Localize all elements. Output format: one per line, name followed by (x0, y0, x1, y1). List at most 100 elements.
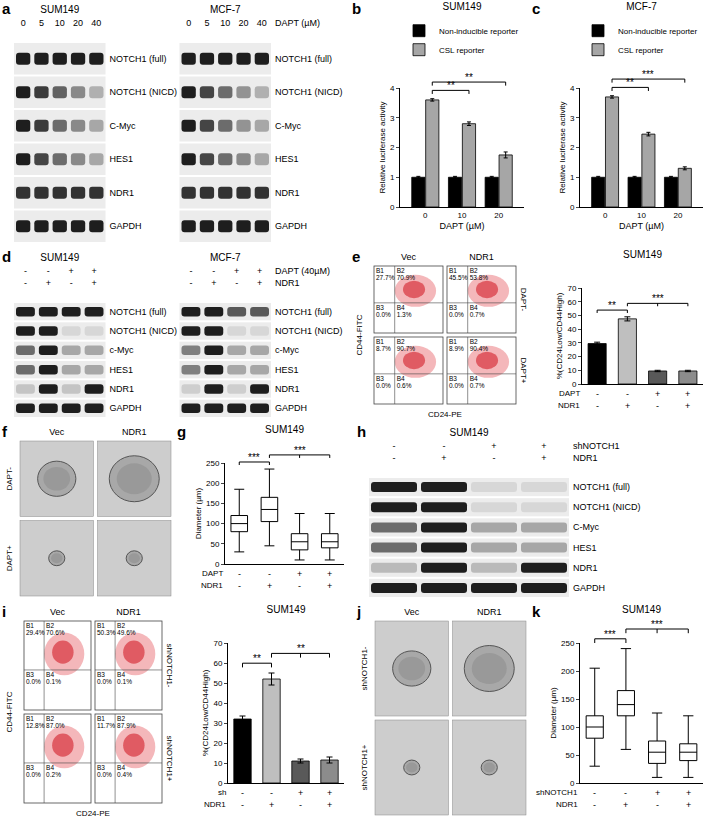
svg-text:0.0%: 0.0% (26, 678, 41, 685)
svg-text:0.4%: 0.4% (117, 771, 132, 778)
svg-text:NDR1: NDR1 (110, 188, 135, 198)
svg-text:0.1%: 0.1% (46, 678, 61, 685)
svg-text:1.3%: 1.3% (397, 311, 412, 318)
svg-text:0.6%: 0.6% (397, 382, 412, 389)
svg-text:sh: sh (218, 788, 226, 797)
svg-text:***: *** (294, 445, 306, 456)
svg-text:SUM149: SUM149 (40, 4, 79, 15)
svg-text:250: 250 (206, 459, 220, 468)
svg-text:40: 40 (213, 699, 222, 708)
svg-text:0: 0 (218, 779, 223, 788)
svg-text:90.4%: 90.4% (470, 345, 489, 352)
svg-text:NDR1: NDR1 (122, 427, 147, 437)
svg-text:2: 2 (390, 143, 395, 152)
svg-text:+: + (685, 389, 690, 399)
svg-text:GAPDH: GAPDH (110, 403, 142, 413)
svg-text:B2: B2 (117, 622, 125, 629)
svg-text:53.8%: 53.8% (470, 274, 489, 281)
svg-text:NDR1: NDR1 (573, 453, 598, 463)
svg-text:10: 10 (637, 211, 646, 220)
svg-text:29.4%: 29.4% (26, 629, 45, 636)
svg-text:49.6%: 49.6% (117, 629, 136, 636)
svg-text:-: - (70, 278, 73, 288)
svg-text:90.7%: 90.7% (397, 345, 416, 352)
svg-text:Vec: Vec (50, 607, 66, 617)
svg-text:Non-inducible reporter: Non-inducible reporter (439, 27, 518, 36)
svg-text:-: - (268, 569, 271, 579)
svg-text:SUM149: SUM149 (622, 604, 661, 615)
svg-text:MCF-7: MCF-7 (210, 4, 241, 15)
svg-text:11.7%: 11.7% (97, 722, 115, 729)
svg-text:+: + (541, 441, 546, 451)
svg-text:-: - (626, 389, 629, 399)
svg-text:NDR1: NDR1 (477, 607, 502, 617)
svg-text:B3: B3 (376, 304, 384, 311)
svg-text:c-Myc: c-Myc (275, 345, 299, 355)
svg-text:4: 4 (390, 84, 395, 93)
svg-text:-: - (298, 581, 301, 591)
svg-text:CD24-PE: CD24-PE (428, 410, 462, 419)
svg-text:30: 30 (567, 339, 576, 348)
svg-text:-: - (241, 800, 244, 810)
svg-text:B4: B4 (117, 764, 125, 771)
svg-text:8.9%: 8.9% (449, 345, 464, 352)
svg-text:B3: B3 (26, 671, 34, 678)
svg-text:0.0%: 0.0% (26, 771, 41, 778)
svg-text:3: 3 (570, 114, 575, 123)
svg-text:3: 3 (390, 114, 395, 123)
svg-text:-: - (24, 278, 27, 288)
svg-text:DAPT (µM): DAPT (µM) (619, 221, 664, 231)
svg-text:+: + (686, 800, 691, 810)
svg-text:20: 20 (239, 18, 249, 28)
svg-text:HES1: HES1 (573, 543, 597, 553)
svg-text:+: + (69, 266, 74, 276)
svg-text:-: - (24, 266, 27, 276)
svg-text:100: 100 (206, 519, 220, 528)
svg-text:0.0%: 0.0% (376, 311, 391, 318)
svg-text:NOTCH1 (full): NOTCH1 (full) (110, 54, 167, 64)
svg-text:MCF-7: MCF-7 (210, 252, 241, 263)
svg-text:B4: B4 (397, 304, 405, 311)
svg-text:27.7%: 27.7% (376, 274, 395, 281)
svg-text:SUM149: SUM149 (40, 252, 79, 263)
svg-text:10: 10 (458, 211, 467, 220)
svg-text:B4: B4 (46, 764, 54, 771)
svg-text:NOTCH1 (NICD): NOTCH1 (NICD) (110, 87, 178, 97)
svg-text:***: *** (248, 452, 260, 463)
svg-text:-: - (47, 266, 50, 276)
svg-text:-: - (493, 453, 496, 463)
svg-text:+: + (327, 569, 332, 579)
svg-text:DAPT+: DAPT+ (519, 357, 528, 383)
svg-text:-: - (443, 441, 446, 451)
svg-text:Diameter (µm): Diameter (µm) (549, 687, 558, 739)
svg-text:CD44-FITC: CD44-FITC (355, 314, 364, 355)
svg-text:B3: B3 (97, 764, 105, 771)
svg-text:0.0%: 0.0% (97, 678, 112, 685)
svg-text:87.0%: 87.0% (46, 722, 65, 729)
svg-text:+: + (541, 453, 546, 463)
svg-text:+: + (655, 389, 660, 399)
svg-text:20: 20 (567, 352, 576, 361)
svg-text:**: ** (297, 643, 305, 654)
svg-text:-: - (299, 800, 302, 810)
svg-text:%(CD24Low/CD44High): %(CD24Low/CD44High) (555, 292, 564, 379)
svg-text:DAPT: DAPT (202, 569, 223, 578)
svg-text:+: + (327, 788, 332, 798)
svg-text:-: - (656, 800, 659, 810)
svg-text:DAPT-: DAPT- (5, 467, 14, 491)
svg-text:8.7%: 8.7% (376, 345, 391, 352)
svg-text:0.7%: 0.7% (470, 382, 485, 389)
svg-text:0.0%: 0.0% (376, 382, 391, 389)
svg-text:NDR1: NDR1 (469, 252, 494, 262)
svg-text:HES1: HES1 (110, 365, 134, 375)
svg-text:shNOTCH1+: shNOTCH1+ (165, 735, 174, 781)
svg-text:shNOTCH1: shNOTCH1 (573, 441, 620, 451)
svg-text:+: + (491, 441, 496, 451)
svg-text:CSL reporter: CSL reporter (618, 46, 664, 55)
svg-text:B2: B2 (397, 267, 405, 274)
svg-text:B3: B3 (97, 671, 105, 678)
svg-text:0: 0 (21, 18, 26, 28)
svg-text:NOTCH1 (full): NOTCH1 (full) (573, 482, 630, 492)
svg-text:B2: B2 (470, 338, 478, 345)
svg-text:-: - (189, 266, 192, 276)
